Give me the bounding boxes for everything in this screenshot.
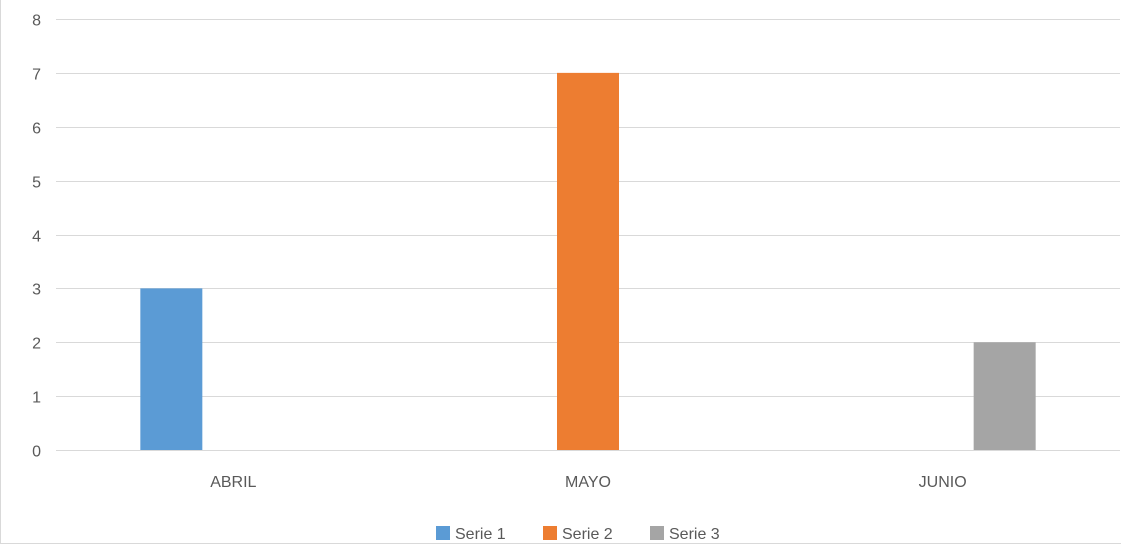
bars <box>140 72 1036 450</box>
x-axis-categories: ABRIL MAYO JUNIO <box>210 474 966 491</box>
legend-swatch <box>543 526 557 540</box>
y-tick-label: 7 <box>32 67 41 84</box>
legend-swatch <box>436 526 450 540</box>
y-tick-label: 1 <box>32 390 41 407</box>
legend-label: Serie 3 <box>669 526 720 543</box>
bar-serie-1-abril <box>140 288 203 450</box>
y-tick-label: 0 <box>32 444 41 461</box>
legend-swatch <box>650 526 664 540</box>
x-category-label: MAYO <box>565 474 611 491</box>
bar-serie-2-mayo <box>557 72 619 450</box>
y-tick-label: 2 <box>32 336 41 353</box>
y-tick-label: 4 <box>32 229 41 246</box>
y-tick-label: 6 <box>32 121 41 138</box>
legend-label: Serie 1 <box>455 526 506 543</box>
legend-label: Serie 2 <box>562 526 613 543</box>
y-tick-label: 3 <box>32 282 41 299</box>
x-category-label: ABRIL <box>210 474 256 491</box>
y-axis-ticks: 0 1 2 3 4 5 6 7 8 <box>32 13 41 461</box>
y-tick-label: 8 <box>32 13 41 30</box>
legend: Serie 1 Serie 2 Serie 3 <box>436 526 720 543</box>
bar-serie-3-junio <box>973 342 1036 450</box>
x-category-label: JUNIO <box>919 474 967 491</box>
y-tick-label: 5 <box>32 175 41 192</box>
